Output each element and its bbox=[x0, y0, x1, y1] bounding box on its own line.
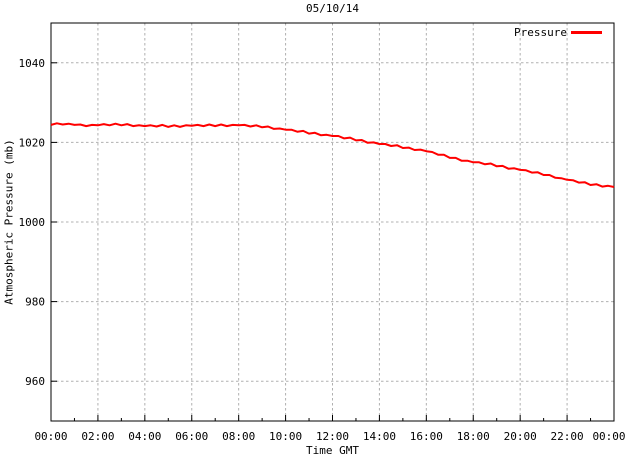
x-tick-label: 20:00 bbox=[504, 430, 537, 443]
y-tick-label: 1000 bbox=[19, 216, 46, 229]
x-tick-label: 02:00 bbox=[81, 430, 114, 443]
y-tick-label: 1020 bbox=[19, 136, 46, 149]
y-tick-label: 960 bbox=[25, 375, 45, 388]
y-tick-label: 980 bbox=[25, 296, 45, 309]
x-tick-label: 00:00 bbox=[592, 430, 625, 443]
x-tick-label: 12:00 bbox=[316, 430, 349, 443]
x-tick-label: 22:00 bbox=[551, 430, 584, 443]
legend-label: Pressure bbox=[514, 26, 567, 39]
x-axis-label: Time GMT bbox=[306, 444, 359, 457]
chart-title: 05/10/14 bbox=[306, 2, 359, 15]
x-tick-label: 08:00 bbox=[222, 430, 255, 443]
x-tick-label: 16:00 bbox=[410, 430, 443, 443]
pressure-line bbox=[50, 122, 615, 188]
x-tick-label: 18:00 bbox=[457, 430, 490, 443]
x-tick-label: 14:00 bbox=[363, 430, 396, 443]
x-tick-label: 04:00 bbox=[128, 430, 161, 443]
x-tick-label: 06:00 bbox=[175, 430, 208, 443]
legend-line-sample bbox=[571, 31, 602, 34]
x-tick-label: 10:00 bbox=[269, 430, 302, 443]
y-tick-label: 1040 bbox=[19, 57, 46, 70]
x-tick-label: 00:00 bbox=[34, 430, 67, 443]
